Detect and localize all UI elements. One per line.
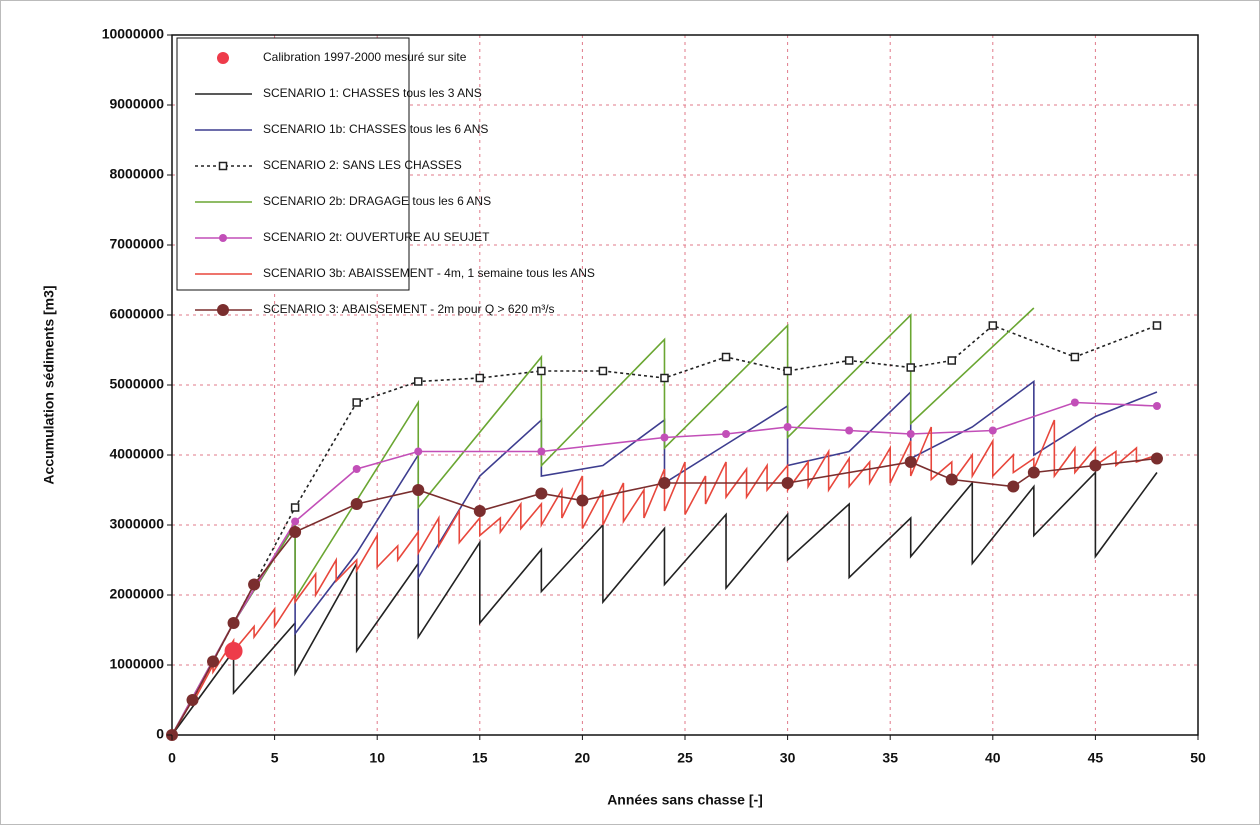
y-tick-label: 3000000 (109, 516, 164, 532)
marker (904, 456, 917, 468)
x-tick-label: 5 (271, 750, 279, 766)
legend-label: SCENARIO 3: ABAISSEMENT - 2m pour Q > 62… (263, 302, 555, 316)
marker (224, 642, 243, 660)
series-line (171, 324, 1158, 736)
marker (783, 366, 792, 376)
marker (1150, 452, 1163, 465)
marker (207, 655, 220, 668)
legend-label: SCENARIO 1b: CHASSES tous les 6 ANS (263, 122, 488, 136)
legend-label: SCENARIO 2: SANS LES CHASSES (263, 158, 462, 172)
marker (227, 617, 240, 629)
x-tick-label: 20 (575, 750, 591, 766)
series-line (171, 401, 1157, 736)
legend-label: SCENARIO 3b: ABAISSEMENT - 4m, 1 semaine… (263, 266, 595, 280)
y-tick-label: 4000000 (109, 446, 164, 462)
marker (289, 526, 302, 538)
y-tick-label: 10000000 (102, 26, 165, 42)
legend-box (176, 37, 410, 291)
y-tick-label: 1000000 (109, 656, 164, 672)
marker (1070, 352, 1080, 362)
marker (945, 473, 958, 486)
marker (988, 321, 998, 330)
marker (906, 363, 915, 372)
ticks: 0 5 10 15 20 25 30 35 40 45 50 0 1000000 2000000 30000… (102, 26, 1206, 766)
x-tick-label: 45 (1088, 750, 1104, 766)
marker (473, 505, 486, 517)
marker (906, 430, 915, 438)
marker (350, 498, 363, 510)
marker (781, 477, 794, 489)
series-line (171, 307, 1035, 736)
plot-area (166, 307, 1163, 741)
marker (721, 352, 731, 362)
x-axis-title: Années sans chasse [-] (607, 792, 763, 808)
marker (352, 465, 361, 473)
marker (598, 366, 608, 376)
legend-label: SCENARIO 2t: OUVERTURE AU SEUJET (263, 230, 490, 244)
x-tick-label: 30 (780, 750, 796, 766)
legend-label: SCENARIO 2b: DRAGAGE tous les 6 ANS (263, 194, 491, 208)
marker (248, 578, 261, 591)
marker (537, 447, 546, 456)
marker (1070, 398, 1079, 407)
x-tick-label: 50 (1190, 750, 1206, 766)
marker (1027, 466, 1040, 479)
legend-marker (217, 52, 229, 64)
y-tick-label: 6000000 (109, 306, 164, 322)
marker (1007, 480, 1020, 493)
x-tick-label: 15 (472, 750, 488, 766)
legend-marker (218, 161, 228, 171)
marker (414, 447, 423, 456)
marker (947, 356, 957, 365)
y-tick-label: 7000000 (109, 236, 164, 252)
marker (186, 694, 199, 706)
marker (291, 517, 300, 526)
y-axis-title: Accumulation sédiments [m3] (41, 285, 57, 484)
marker (658, 477, 671, 489)
y-tick-label: 8000000 (109, 166, 164, 182)
marker (844, 356, 854, 365)
x-tick-label: 40 (985, 750, 1001, 766)
y-tick-label: 2000000 (109, 586, 164, 602)
marker (1152, 321, 1162, 330)
marker (413, 377, 423, 386)
legend: Calibration 1997-2000 mesuré sur site SCE… (176, 37, 595, 316)
marker (576, 494, 589, 507)
marker (660, 433, 669, 442)
marker (412, 484, 425, 496)
marker (537, 366, 546, 376)
marker (352, 398, 361, 407)
marker (535, 487, 548, 500)
legend-marker (219, 234, 227, 242)
y-tick-label: 5000000 (109, 376, 164, 392)
y-tick-label: 0 (156, 726, 164, 742)
marker (475, 373, 485, 383)
legend-label: SCENARIO 1: CHASSES tous les 3 ANS (263, 86, 482, 100)
marker (660, 373, 669, 383)
marker (783, 423, 792, 431)
marker (1089, 459, 1102, 472)
x-tick-label: 25 (677, 750, 693, 766)
x-tick-label: 10 (369, 750, 385, 766)
marker (290, 503, 300, 512)
legend-marker (217, 304, 229, 316)
series-line (171, 419, 1158, 736)
series-line (171, 379, 1158, 736)
x-tick-label: 35 (882, 750, 898, 766)
series-line (171, 470, 1158, 736)
legend-label: Calibration 1997-2000 mesuré sur site (263, 50, 467, 64)
marker (988, 426, 997, 435)
marker (722, 430, 731, 438)
marker (1152, 402, 1161, 410)
y-tick-label: 9000000 (109, 96, 164, 112)
x-tick-label: 0 (168, 750, 176, 766)
marker (845, 426, 854, 435)
